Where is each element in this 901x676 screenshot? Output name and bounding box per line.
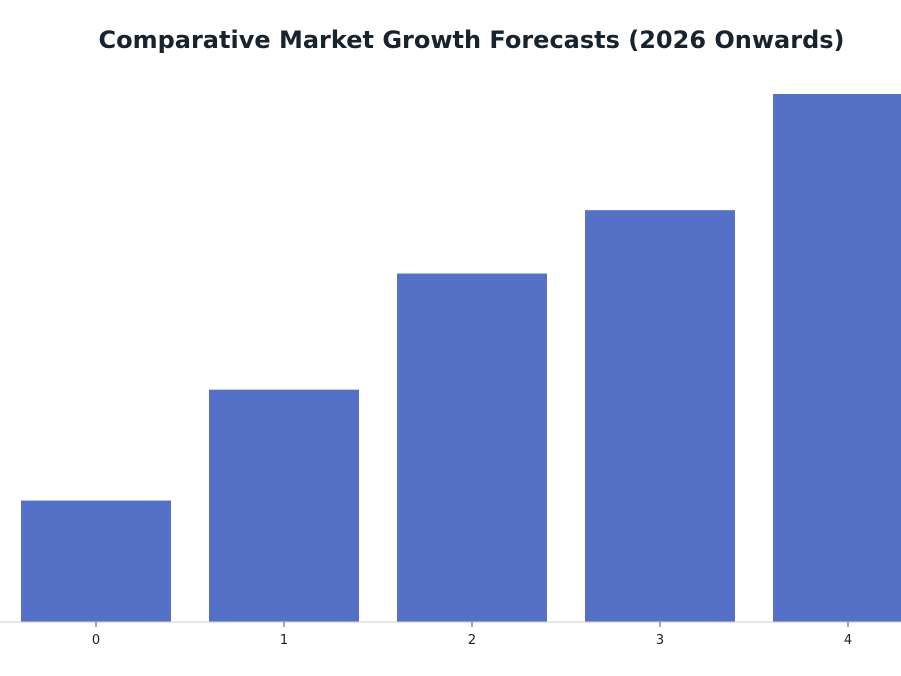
x-tick-label: 0 bbox=[92, 633, 100, 648]
x-ticks-group: 0 1 2 3 4 bbox=[92, 622, 852, 648]
bar-1 bbox=[209, 389, 359, 622]
chart-title: Comparative Market Growth Forecasts (202… bbox=[98, 26, 845, 54]
x-tick-label: 3 bbox=[656, 633, 664, 648]
bar-2 bbox=[397, 273, 547, 622]
x-tick-label: 2 bbox=[468, 633, 476, 648]
bar-4 bbox=[773, 94, 901, 622]
x-tick-label: 4 bbox=[844, 633, 852, 648]
bars-group bbox=[21, 94, 901, 622]
bar-3 bbox=[585, 210, 735, 622]
bar-0 bbox=[21, 500, 171, 622]
x-tick-label: 1 bbox=[280, 633, 288, 648]
